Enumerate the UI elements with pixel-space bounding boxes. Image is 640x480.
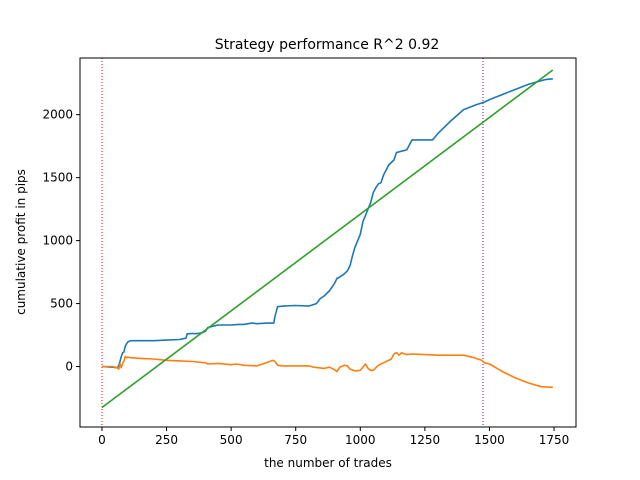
- x-tick-label: 1000: [345, 433, 376, 447]
- reference-lines: [101, 58, 484, 427]
- x-axis: 0 250 500 750 1000 1250 1500 1750: [98, 427, 569, 447]
- x-axis-label: the number of trades: [264, 456, 392, 470]
- x-tick-label: 250: [155, 433, 178, 447]
- y-axis: 0 500 1000 1500 2000: [42, 108, 80, 374]
- x-tick-label: 1750: [539, 433, 570, 447]
- y-tick-label: 1000: [42, 234, 73, 248]
- x-tick-label: 1250: [410, 433, 441, 447]
- y-axis-label: cumulative profit in pips: [14, 169, 28, 315]
- y-tick-label: 1500: [42, 171, 73, 185]
- series-line-1: [102, 351, 553, 389]
- y-tick-label: 2000: [42, 108, 73, 122]
- series-line-2: [101, 69, 554, 409]
- chart-title: Strategy performance R^2 0.92: [215, 37, 440, 53]
- series-layer: [101, 69, 554, 409]
- x-tick-label: 1500: [474, 433, 505, 447]
- series-line-0: [101, 78, 553, 369]
- y-tick-label: 500: [50, 297, 73, 311]
- x-tick-label: 500: [220, 433, 243, 447]
- axes-frame: [79, 57, 577, 428]
- x-tick-label: 0: [98, 433, 106, 447]
- y-tick-label: 0: [65, 360, 73, 374]
- x-tick-label: 750: [284, 433, 307, 447]
